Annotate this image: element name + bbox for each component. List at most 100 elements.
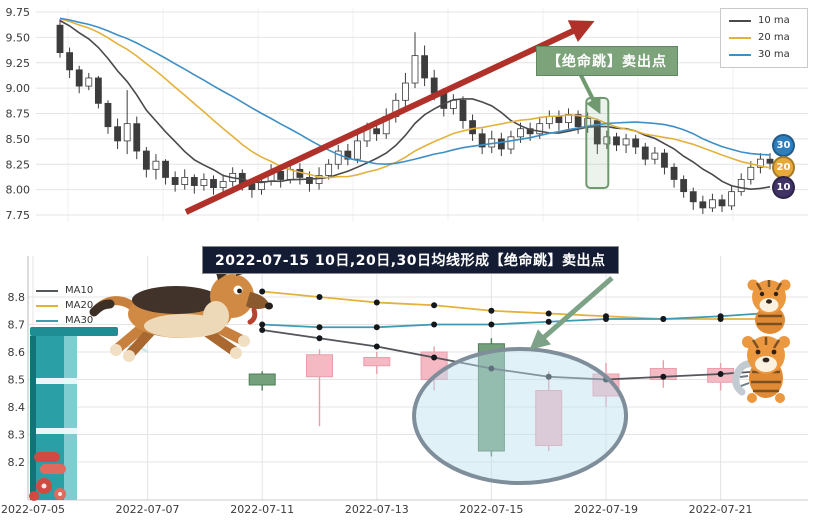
- data-point-dot: [545, 373, 552, 380]
- candle-body: [162, 160, 169, 178]
- candle-body: [363, 357, 391, 367]
- signal-arrow: [577, 71, 601, 115]
- candle-body: [133, 123, 141, 152]
- y-tick-label: 8.25: [6, 158, 31, 171]
- candle-body: [718, 199, 726, 207]
- candle-body: [190, 177, 198, 186]
- candle-body: [430, 77, 438, 94]
- candle-body: [622, 138, 630, 146]
- data-point-dot: [316, 294, 323, 300]
- candle-body: [94, 77, 102, 104]
- legend-item-ma10: MA10: [36, 286, 93, 296]
- candle-body: [641, 146, 649, 160]
- bottom-annotations: [412, 276, 629, 485]
- bottom-legend: MA10 MA20 MA30: [36, 286, 93, 326]
- bottom-zoom-panel: 2022-07-05 2022-07-07 2022-07-11 2022-07-13…: [1, 256, 808, 516]
- y-tick-label: 9.00: [6, 82, 31, 95]
- candle-body: [709, 199, 716, 209]
- y-tick-label: 9.25: [6, 57, 31, 70]
- ma10-badge: 10: [772, 175, 795, 199]
- ma30-badge: 30: [772, 133, 795, 157]
- candle-body: [699, 201, 707, 209]
- x-tick-label: 2022-07-05: [1, 503, 65, 516]
- candle-body: [670, 166, 678, 180]
- data-point-dot: [603, 316, 609, 322]
- signal-title: 2022-07-15 10日,20日,30日均线形成【绝命跳】卖出点: [202, 246, 619, 274]
- ma-line-20: [59, 18, 771, 179]
- data-point-dot: [545, 318, 552, 325]
- data-point-dot: [660, 316, 667, 322]
- candle-body: [114, 126, 121, 142]
- ma30-line: [262, 312, 761, 329]
- tigers-illustration: [732, 279, 791, 403]
- candle-body: [555, 116, 563, 124]
- data-point-dot: [488, 321, 495, 328]
- candle-body: [651, 152, 659, 160]
- y-tick-label: 8.75: [6, 108, 31, 121]
- ma10-line-swatch: [36, 290, 58, 292]
- ma20-line-swatch: [36, 305, 58, 307]
- dog-muzzle: [246, 292, 270, 309]
- candle-body: [210, 179, 217, 188]
- y-tick-label: 9.75: [6, 6, 31, 19]
- candle-body: [85, 77, 93, 87]
- data-point-dot: [316, 324, 323, 331]
- candle-body: [315, 175, 323, 184]
- candle-body: [142, 150, 150, 170]
- x-tick-label: 2022-07-15: [459, 503, 523, 516]
- candle-body: [593, 120, 601, 145]
- candle-body: [603, 136, 611, 145]
- data-point-dot: [488, 365, 495, 372]
- dog-eye: [237, 288, 242, 294]
- legend-label: MA30: [65, 315, 94, 326]
- y-tick-label: 8.50: [6, 133, 31, 146]
- x-tick-label: 2022-07-19: [574, 503, 638, 516]
- y-tick-label: 8.3: [8, 429, 26, 442]
- candle-body: [411, 55, 419, 84]
- ma10-line-swatch: [729, 20, 751, 22]
- diving-board-plank: [30, 327, 118, 336]
- candle-body: [258, 181, 265, 191]
- ma-line-10: [59, 19, 771, 191]
- legend-label: MA10: [65, 285, 94, 296]
- candle-body: [747, 166, 755, 180]
- candle-body: [306, 354, 333, 378]
- legend-label: MA20: [65, 300, 94, 311]
- candle-body: [757, 158, 764, 168]
- legend-label: 10 ma: [758, 15, 790, 26]
- legend-item-20ma: 20 ma: [729, 33, 799, 43]
- candle-body: [459, 99, 467, 122]
- candle-body: [66, 52, 73, 71]
- candle-body: [613, 136, 620, 146]
- y-tick-label: 8.4: [8, 401, 26, 414]
- candle-body: [181, 177, 189, 185]
- candle-body: [737, 179, 745, 193]
- top-price-panel: 7.75 8.00 8.25 8.50 8.75 9.00 9.25 9.50 9.75: [6, 6, 808, 222]
- y-tick-label: 8.7: [8, 319, 26, 332]
- candle-body: [219, 181, 227, 188]
- x-tick-label: 2022-07-11: [230, 503, 294, 516]
- candle-body: [152, 160, 160, 170]
- ma20-line-swatch: [729, 37, 751, 39]
- y-tick-label: 7.75: [6, 209, 31, 222]
- legend-item-ma30: MA30: [36, 316, 93, 326]
- signal-highlight-box: [585, 97, 610, 189]
- candle-body: [680, 179, 688, 193]
- candle-body: [56, 24, 64, 54]
- candle-body: [478, 133, 486, 148]
- legend-item-30ma: 30 ma: [729, 50, 799, 60]
- candle-body: [574, 114, 582, 128]
- candle-body: [517, 128, 524, 138]
- candle-body: [248, 373, 276, 386]
- candle-body: [497, 138, 505, 150]
- candle-body: [689, 191, 697, 203]
- dog-saddle: [132, 286, 220, 314]
- ma20-line: [262, 290, 761, 320]
- dog-tongue: [247, 307, 258, 325]
- candle-body: [123, 123, 131, 142]
- legend-label: 20 ma: [758, 32, 790, 43]
- x-tick-label: 2022-07-13: [345, 503, 409, 516]
- x-tick-label: 2022-07-07: [116, 503, 180, 516]
